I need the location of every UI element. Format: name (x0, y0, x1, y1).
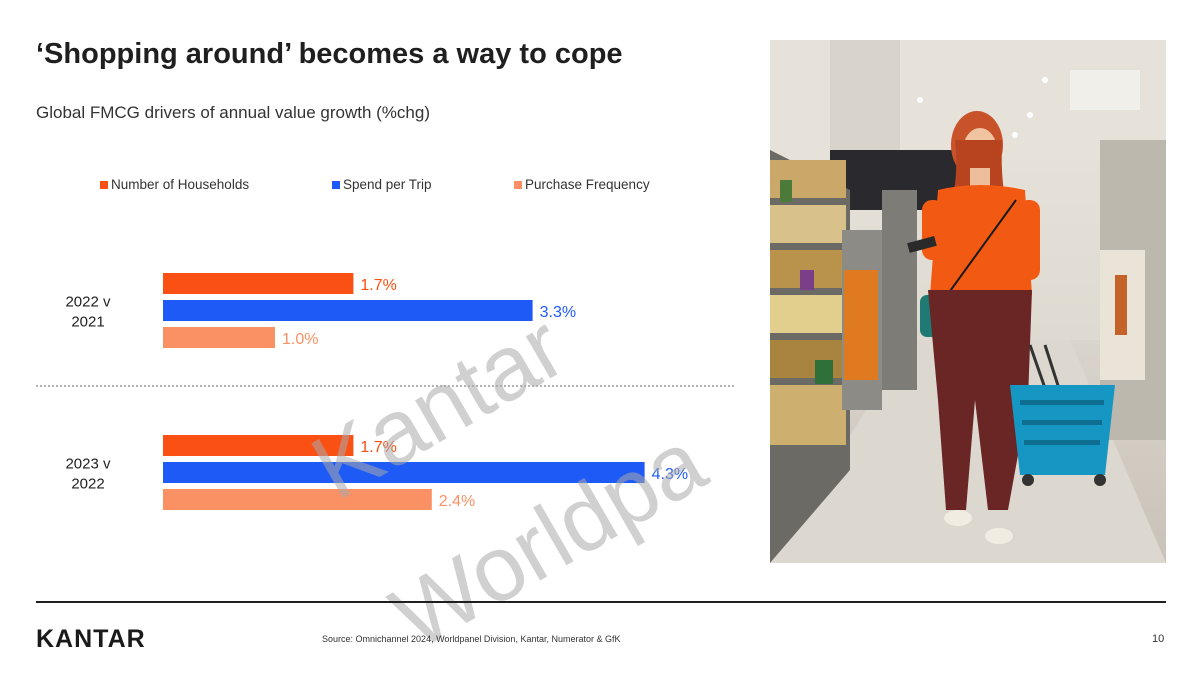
category-label: 2023 v 2022 (65, 456, 111, 493)
source-note: Source: Omnichannel 2024, Worldpanel Div… (322, 634, 621, 644)
legend-item-spend: Spend per Trip (332, 177, 432, 192)
bar-chart-svg: 2022 v 2021 1.7% 3.3% 1.0% 2023 v 2022 1.7% 4.3%… (36, 273, 734, 510)
bar (163, 462, 645, 483)
bar (163, 435, 354, 456)
bar (163, 489, 432, 510)
legend-label-households: Number of Households (111, 177, 250, 192)
legend-label-frequency: Purchase Frequency (525, 177, 650, 192)
shopper-in-supermarket-photo (770, 40, 1166, 563)
data-label: 3.3% (540, 304, 576, 321)
bar (163, 327, 275, 348)
legend-swatch-spend (332, 180, 340, 189)
footer-rule (36, 601, 1166, 603)
page-title: ‘Shopping around’ becomes a way to cope (36, 38, 623, 70)
page-number: 10 (1152, 633, 1165, 645)
legend-label-spend: Spend per Trip (343, 177, 432, 192)
chart-subtitle: Global FMCG drivers of annual value grow… (36, 103, 430, 122)
category-label: 2022 v 2021 (65, 294, 111, 331)
legend-swatch-households (100, 180, 108, 189)
chart-legend: Number of Households Spend per Trip Purc… (100, 177, 720, 195)
legend-swatch-frequency (514, 180, 522, 189)
data-label: 4.3% (652, 466, 688, 483)
data-label: 1.0% (282, 331, 318, 348)
data-label: 1.7% (360, 277, 396, 294)
data-label: 2.4% (439, 493, 475, 510)
bar-chart: 2022 v 2021 1.7% 3.3% 1.0% 2023 v 2022 1.7% 4.3%… (30, 260, 750, 550)
bar (163, 300, 533, 321)
legend-item-frequency: Purchase Frequency (514, 177, 650, 192)
data-label: 1.7% (360, 439, 396, 456)
shopper-photo (770, 40, 1166, 563)
bar (163, 273, 354, 294)
legend-item-households: Number of Households (100, 177, 249, 192)
kantar-logo: KANTAR (36, 625, 146, 653)
